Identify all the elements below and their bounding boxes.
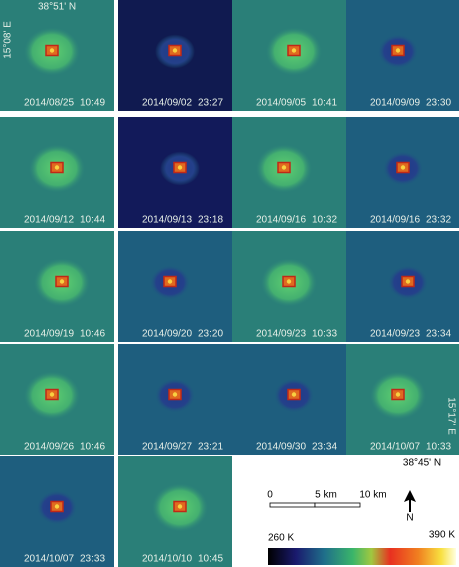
right-longitude: 15°17' E bbox=[445, 397, 456, 435]
tile-date: 2014/09/23 bbox=[370, 329, 420, 340]
image-tile: 2014/09/05 10:41 bbox=[232, 0, 346, 111]
tile-date: 2014/09/26 bbox=[24, 442, 74, 453]
tile-time: 23:32 bbox=[426, 215, 451, 226]
hot-core bbox=[282, 165, 286, 169]
tile-date: 2014/10/10 bbox=[142, 554, 192, 565]
scale-segment bbox=[270, 503, 315, 507]
image-tile: 2014/09/09 23:30 bbox=[346, 0, 459, 111]
tile-date: 2014/09/19 bbox=[24, 329, 74, 340]
tile-date: 2014/09/20 bbox=[142, 329, 192, 340]
image-tile: 2014/09/12 10:44 bbox=[0, 117, 114, 228]
hot-core bbox=[55, 165, 59, 169]
colorbar-min: 260 K bbox=[268, 533, 294, 544]
image-tile: 2014/09/30 23:34 bbox=[232, 344, 346, 455]
image-tile: 2014/09/19 10:46 bbox=[0, 231, 114, 342]
image-tile: 2014/09/13 23:18 bbox=[118, 117, 232, 228]
top-latitude: 38°51' N bbox=[38, 2, 76, 13]
colorbar bbox=[268, 548, 456, 565]
tile-time: 23:30 bbox=[426, 98, 451, 109]
hot-core bbox=[401, 165, 405, 169]
hot-core bbox=[396, 392, 400, 396]
hot-core bbox=[50, 48, 54, 52]
image-tile: 2014/09/23 23:34 bbox=[346, 231, 459, 342]
tile-date: 2014/08/25 bbox=[24, 98, 74, 109]
hot-core bbox=[287, 279, 291, 283]
tile-time: 23:34 bbox=[426, 329, 451, 340]
tile-time: 10:41 bbox=[312, 98, 337, 109]
image-tile: 2014/10/07 23:33 bbox=[0, 456, 114, 567]
tile-date: 2014/09/23 bbox=[256, 329, 306, 340]
tile-time: 10:33 bbox=[312, 329, 337, 340]
hot-core bbox=[178, 165, 182, 169]
tile-date: 2014/09/13 bbox=[142, 215, 192, 226]
image-tile: 2014/09/23 10:33 bbox=[232, 231, 346, 342]
bottom-latitude: 38°45' N bbox=[403, 458, 441, 469]
tile-time: 10:44 bbox=[80, 215, 105, 226]
tile-date: 2014/09/02 bbox=[142, 98, 192, 109]
hot-core bbox=[173, 48, 177, 52]
hot-core bbox=[292, 392, 296, 396]
tile-time: 10:46 bbox=[80, 442, 105, 453]
hot-core bbox=[60, 279, 64, 283]
north-label: N bbox=[406, 513, 413, 524]
tile-date: 2014/09/30 bbox=[256, 442, 306, 453]
hot-core bbox=[396, 48, 400, 52]
image-tile: 2014/09/26 10:46 bbox=[0, 344, 114, 455]
tile-time: 23:34 bbox=[312, 442, 337, 453]
tile-time: 23:27 bbox=[198, 98, 223, 109]
image-tile: 2014/09/16 10:32 bbox=[232, 117, 346, 228]
left-longitude: 15°08' E bbox=[3, 21, 14, 59]
figure: 2014/08/25 10:49 2014/09/02 23:27 2014/09/05… bbox=[0, 0, 459, 567]
scale-label: 5 km bbox=[315, 490, 337, 501]
hot-core bbox=[55, 504, 59, 508]
tile-date: 2014/10/07 bbox=[24, 554, 74, 565]
image-tile: 2014/09/02 23:27 bbox=[118, 0, 232, 111]
hot-core bbox=[292, 48, 296, 52]
tile-date: 2014/09/16 bbox=[256, 215, 306, 226]
tile-time: 23:21 bbox=[198, 442, 223, 453]
tile-date: 2014/09/16 bbox=[370, 215, 420, 226]
colorbar-max: 390 K bbox=[429, 530, 455, 541]
hot-core bbox=[178, 504, 182, 508]
image-tile: 2014/10/10 10:45 bbox=[118, 456, 232, 567]
hot-core bbox=[50, 392, 54, 396]
image-tile: 2014/10/07 10:33 bbox=[346, 344, 459, 455]
tile-time: 23:18 bbox=[198, 215, 223, 226]
image-tile: 2014/09/27 23:21 bbox=[118, 344, 232, 455]
image-tile: 2014/09/16 23:32 bbox=[346, 117, 459, 228]
hot-core bbox=[168, 279, 172, 283]
tile-date: 2014/09/09 bbox=[370, 98, 420, 109]
tile-time: 23:33 bbox=[80, 554, 105, 565]
tile-time: 23:20 bbox=[198, 329, 223, 340]
tile-time: 10:45 bbox=[198, 554, 223, 565]
tile-time: 10:33 bbox=[426, 442, 451, 453]
tile-time: 10:46 bbox=[80, 329, 105, 340]
scale-label: 0 bbox=[267, 490, 273, 501]
image-tile: 2014/08/25 10:49 bbox=[0, 0, 114, 111]
tile-date: 2014/10/07 bbox=[370, 442, 420, 453]
hot-core bbox=[173, 392, 177, 396]
tile-date: 2014/09/12 bbox=[24, 215, 74, 226]
tile-date: 2014/09/05 bbox=[256, 98, 306, 109]
tile-time: 10:49 bbox=[80, 98, 105, 109]
tile-time: 10:32 bbox=[312, 215, 337, 226]
tile-date: 2014/09/27 bbox=[142, 442, 192, 453]
scale-label: 10 km bbox=[359, 490, 386, 501]
image-tile: 2014/09/20 23:20 bbox=[118, 231, 232, 342]
hot-core bbox=[406, 279, 410, 283]
scale-segment bbox=[315, 503, 360, 507]
